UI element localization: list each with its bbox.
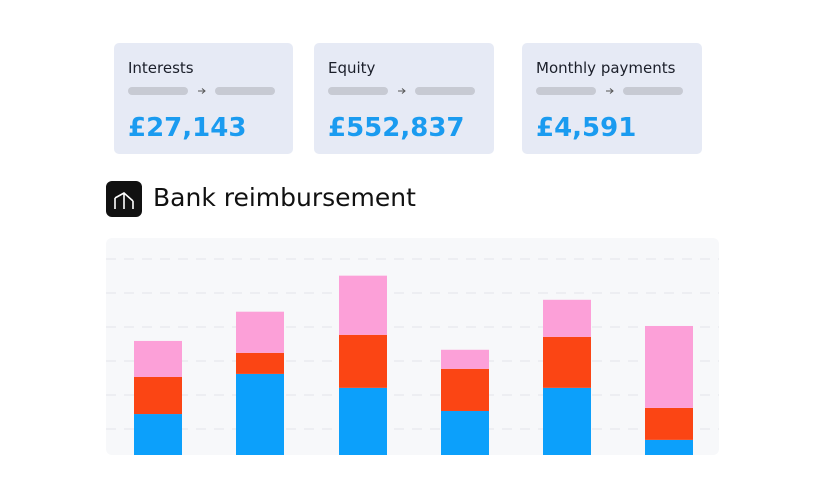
bar-segment [645,439,693,455]
bar-segment [543,336,591,388]
bar-segment [339,387,387,455]
arrow [198,88,206,94]
bar-segment [441,368,489,411]
card [522,43,702,154]
arrow [398,88,406,94]
plot [106,258,719,455]
card-label: Monthly payments [536,59,676,77]
card [314,43,494,154]
bar-segment [441,349,489,369]
arrow [606,88,614,94]
icon-glyph [114,192,134,209]
placeholder-bar [536,87,596,95]
placeholder-bar [215,87,275,95]
bar-segment [134,414,182,455]
placeholder-bar [128,87,188,95]
bar-segment [645,325,693,408]
card-label: Equity [328,59,376,77]
bar-segment [339,334,387,388]
bar-segment [543,299,591,337]
bar-segment [236,373,284,455]
bar-segment [236,352,284,374]
cards: Interests £27,143 Equity £552,837 Monthly pa… [114,43,702,154]
chart-panel [106,238,719,455]
card [114,43,293,154]
card-value: £27,143 [128,113,246,143]
bar-segment [645,407,693,440]
bar-segment [236,311,284,353]
card-value: £552,837 [328,113,465,143]
bar-segment [134,340,182,377]
bar-segment [339,275,387,335]
chart-title: Bank reimbursement [153,183,416,212]
bar-segment [543,387,591,455]
placeholder-bar [623,87,683,95]
card-value: £4,591 [536,113,636,143]
bar-segment [134,376,182,415]
placeholder-bar [415,87,475,95]
card-label: Interests [128,59,194,77]
bar-segment [441,410,489,455]
placeholder-bar [328,87,388,95]
